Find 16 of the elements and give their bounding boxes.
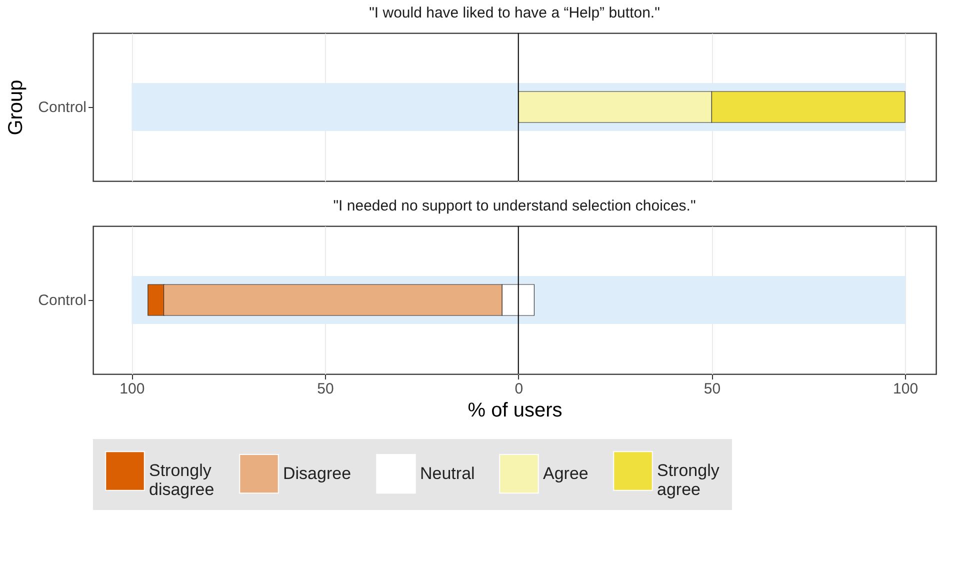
legend-label: Strongly disagree — [149, 461, 214, 499]
legend-label: Disagree — [283, 464, 352, 483]
y-tick-label: Control — [38, 99, 86, 116]
y-tick-label: Control — [38, 292, 86, 309]
x-axis-title: % of users — [468, 400, 562, 422]
x-tick-label: 50 — [317, 380, 334, 398]
y-axis-title: Group — [5, 80, 28, 136]
chart-title: "I would have liked to have a “Help” button." — [369, 4, 660, 22]
x-tick-label: 0 — [514, 380, 524, 398]
chart-title: "I needed no support to understand selection choices." — [333, 198, 696, 214]
legend-label: Agree — [543, 464, 588, 483]
x-tick-label: 100 — [893, 380, 918, 398]
legend-label: Neutral — [420, 464, 475, 483]
x-tick-label: 100 — [120, 380, 145, 398]
legend-label: Strongly agree — [657, 461, 720, 499]
x-tick-label: 50 — [704, 380, 721, 398]
